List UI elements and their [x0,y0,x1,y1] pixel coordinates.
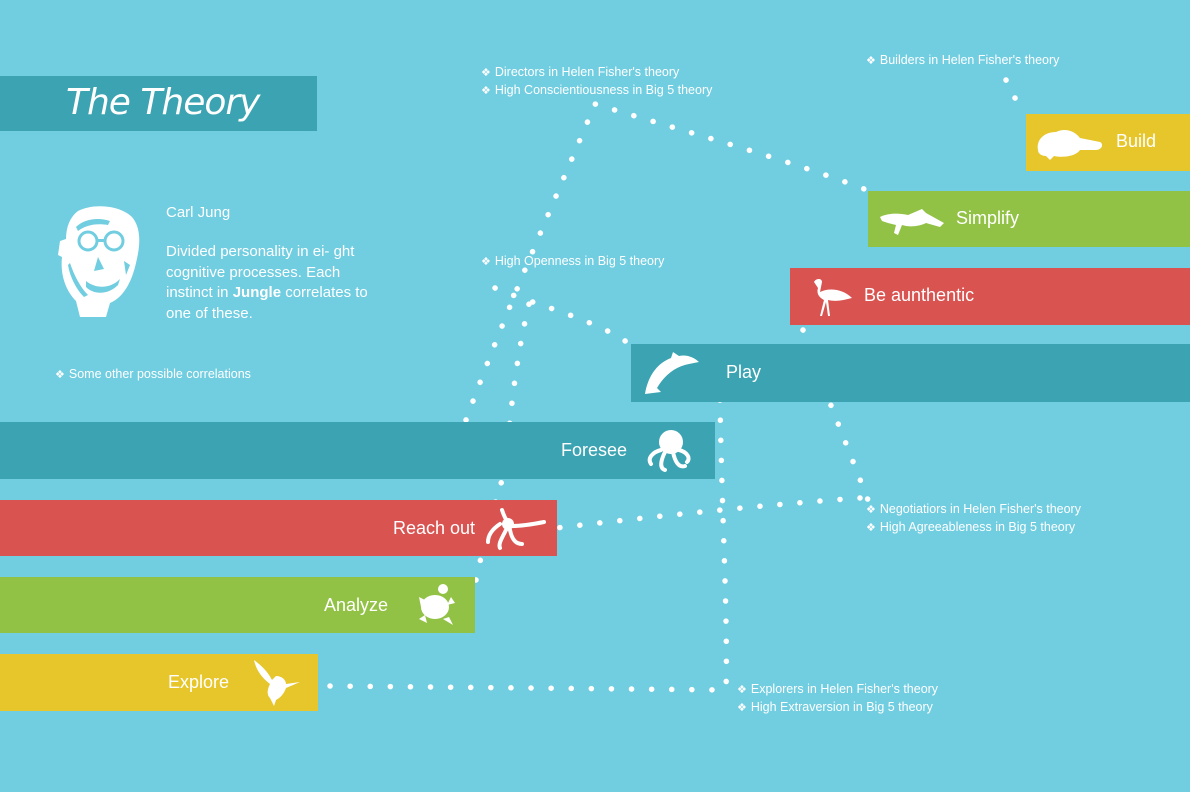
page-title: The Theory [66,82,260,123]
bullet-icon: ❖ [55,369,65,381]
authentic-bar: Be aunthentic [790,268,1190,325]
bullet-icon: ❖ [481,85,491,97]
octopus-icon [647,430,691,472]
flamingo-icon [814,279,852,316]
dolphin-icon [645,352,699,394]
jung-description-text: Divided personality in ei- ght cognitive… [166,243,355,301]
note-directors: ❖ Directors in Helen Fisher's theory ❖ Hig… [481,65,713,97]
foresee-bar: Foresee [0,422,715,479]
reachout-bar: Reach out [0,500,557,556]
reachout-label: Reach out [393,518,476,538]
play-label: Play [726,362,762,382]
title-banner: The Theory [0,76,317,131]
note-explorers: ❖ Explorers in Helen Fisher's theory ❖ Hig… [737,682,939,714]
authentic-label: Be aunthentic [864,285,975,305]
note-builders: ❖ Builders in Helen Fisher's theory [866,53,1060,67]
monkey-icon [486,508,546,550]
explore-bar: Explore [0,654,318,711]
hummingbird-icon [254,660,300,706]
note-openness: ❖ High Openness in Big 5 theory [481,254,665,268]
build-bar: Build [1026,114,1190,171]
simplify-label: Simplify [956,208,1020,228]
bullet-icon: ❖ [481,256,491,268]
bullet-icon: ❖ [737,702,747,714]
turtle-icon [419,584,455,625]
jung-description-end: correlates to one of these. [166,284,368,322]
analyze-bar: Analyze [0,577,475,633]
note-negotiators: ❖ Negotiatiors in Helen Fisher's theory ❖… [866,502,1081,534]
bullet-icon: ❖ [481,67,491,79]
bullet-icon: ❖ [866,55,876,67]
jungle-brand-name: Jungle [232,284,282,301]
build-label: Build [1116,131,1157,151]
bullet-icon: ❖ [866,522,876,534]
foresee-label: Foresee [561,440,628,460]
analyze-label: Analyze [324,595,389,615]
jung-name: Carl Jung [166,204,231,221]
explore-label: Explore [168,672,230,692]
bullet-icon: ❖ [737,684,747,696]
carl-jung-portrait-icon [58,206,140,317]
note-other-correlations: ❖ Some other possible correlations [55,367,251,381]
beaver-icon [1037,130,1103,160]
crocodile-icon [880,209,944,235]
play-bar: Play [631,344,1190,402]
bullet-icon: ❖ [866,504,876,516]
jung-description: Divided personality in ei- ght cognitive… [166,242,371,324]
simplify-bar: Simplify [868,191,1190,247]
